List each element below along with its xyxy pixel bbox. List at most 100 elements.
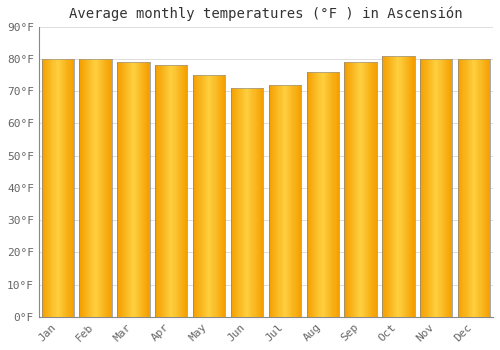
Bar bbox=[346, 62, 348, 317]
Bar bbox=[245, 88, 246, 317]
Bar bbox=[128, 62, 129, 317]
Bar bbox=[176, 65, 178, 317]
Bar bbox=[310, 72, 311, 317]
Bar bbox=[204, 75, 205, 317]
Bar bbox=[348, 62, 349, 317]
Bar bbox=[269, 85, 270, 317]
Bar bbox=[162, 65, 164, 317]
Bar bbox=[223, 75, 224, 317]
Bar bbox=[428, 59, 429, 317]
Bar bbox=[352, 62, 353, 317]
Bar bbox=[158, 65, 160, 317]
Bar bbox=[406, 56, 407, 317]
Bar bbox=[306, 72, 308, 317]
Bar bbox=[409, 56, 410, 317]
Bar bbox=[45, 59, 46, 317]
Bar bbox=[144, 62, 145, 317]
Bar bbox=[438, 59, 440, 317]
Bar bbox=[290, 85, 292, 317]
Bar bbox=[52, 59, 54, 317]
Bar bbox=[178, 65, 179, 317]
Bar bbox=[412, 56, 414, 317]
Bar bbox=[366, 62, 367, 317]
Bar bbox=[386, 56, 388, 317]
Bar bbox=[433, 59, 434, 317]
Bar bbox=[126, 62, 127, 317]
Bar bbox=[89, 59, 90, 317]
Bar bbox=[445, 59, 446, 317]
Bar bbox=[179, 65, 180, 317]
Bar bbox=[132, 62, 134, 317]
Bar bbox=[353, 62, 354, 317]
Bar bbox=[360, 62, 362, 317]
Bar bbox=[254, 88, 256, 317]
Bar bbox=[334, 72, 336, 317]
Bar bbox=[355, 62, 356, 317]
Bar bbox=[284, 85, 285, 317]
Bar bbox=[59, 59, 60, 317]
Bar bbox=[478, 59, 480, 317]
Bar bbox=[140, 62, 141, 317]
Bar bbox=[356, 62, 358, 317]
Bar bbox=[233, 88, 234, 317]
Bar bbox=[358, 62, 360, 317]
Bar bbox=[205, 75, 206, 317]
Bar bbox=[136, 62, 138, 317]
Bar bbox=[104, 59, 105, 317]
Bar bbox=[398, 56, 400, 317]
Bar bbox=[382, 56, 384, 317]
Bar bbox=[460, 59, 462, 317]
Bar bbox=[402, 56, 404, 317]
Bar bbox=[118, 62, 120, 317]
Bar bbox=[94, 59, 96, 317]
Bar bbox=[392, 56, 393, 317]
Bar bbox=[273, 85, 274, 317]
Bar bbox=[272, 85, 273, 317]
Bar bbox=[448, 59, 449, 317]
Bar bbox=[90, 59, 92, 317]
Bar bbox=[422, 59, 424, 317]
Bar bbox=[186, 65, 188, 317]
Bar bbox=[84, 59, 85, 317]
Bar bbox=[222, 75, 223, 317]
Bar bbox=[435, 59, 436, 317]
Bar bbox=[312, 72, 313, 317]
Bar bbox=[210, 75, 212, 317]
Bar bbox=[338, 72, 339, 317]
Bar bbox=[442, 59, 444, 317]
Bar bbox=[61, 59, 62, 317]
Bar bbox=[424, 59, 426, 317]
Bar bbox=[103, 59, 104, 317]
Bar bbox=[390, 56, 391, 317]
Bar bbox=[408, 56, 409, 317]
Bar bbox=[87, 59, 88, 317]
Bar bbox=[85, 59, 86, 317]
Bar bbox=[167, 65, 168, 317]
Bar bbox=[432, 59, 433, 317]
Bar bbox=[148, 62, 150, 317]
Bar bbox=[395, 56, 396, 317]
Bar bbox=[316, 72, 318, 317]
Bar bbox=[330, 72, 332, 317]
Bar bbox=[247, 88, 248, 317]
Bar bbox=[200, 75, 202, 317]
Bar bbox=[362, 62, 364, 317]
Bar bbox=[142, 62, 143, 317]
Bar bbox=[391, 56, 392, 317]
Bar bbox=[56, 59, 58, 317]
Bar bbox=[54, 59, 56, 317]
Bar bbox=[344, 62, 346, 317]
Bar bbox=[64, 59, 65, 317]
Bar bbox=[92, 59, 94, 317]
Bar bbox=[134, 62, 136, 317]
Bar bbox=[208, 75, 209, 317]
Bar bbox=[44, 59, 45, 317]
Bar bbox=[466, 59, 468, 317]
Bar bbox=[296, 85, 298, 317]
Bar bbox=[396, 56, 398, 317]
Bar bbox=[122, 62, 124, 317]
Bar bbox=[444, 59, 445, 317]
Bar bbox=[300, 85, 301, 317]
Bar bbox=[174, 65, 176, 317]
Bar bbox=[249, 88, 250, 317]
